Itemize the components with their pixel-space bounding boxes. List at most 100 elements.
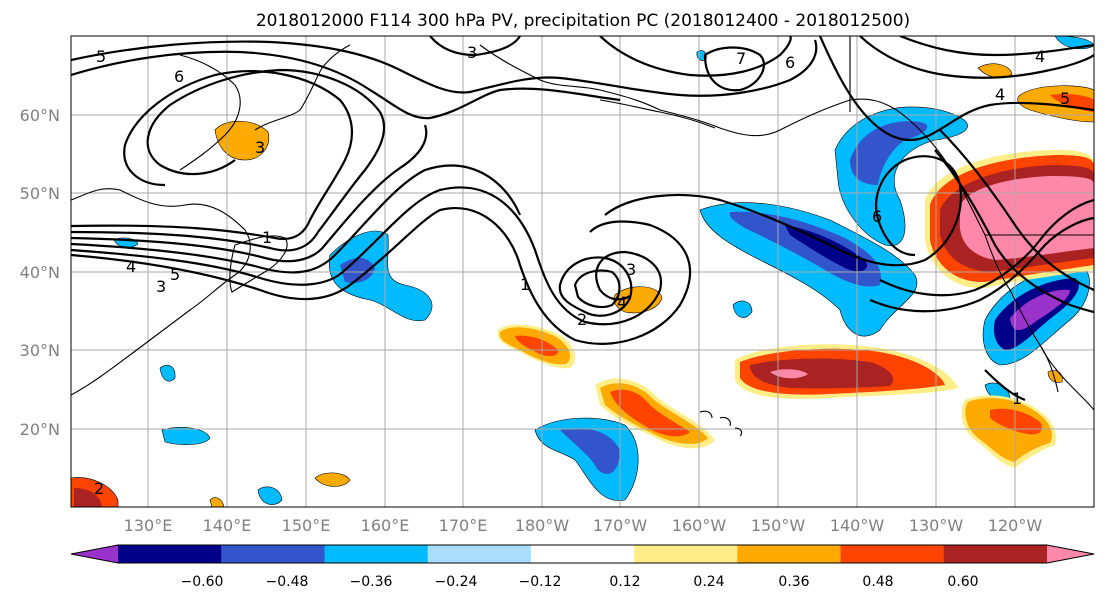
negative-small-3: [257, 486, 283, 505]
colorbar-ticks: −0.60 −0.48 −0.36 −0.24 −0.12 0.12 0.24 …: [181, 574, 979, 590]
longitude-labels: 130°E 140°E 150°E 160°E 170°E 180°W 170°…: [124, 516, 1043, 535]
lon-label: 130°W: [909, 516, 964, 535]
contour-label: 5: [170, 265, 180, 284]
pv-contour-18: [939, 129, 1094, 292]
negative-hawaii-core: [560, 428, 620, 474]
colorbar-segment: [634, 545, 738, 563]
contour-labels: 5 6 3 3 7 6 4 4 5 1 2 3 4 5 6 1 1 3 4 2: [94, 43, 1070, 498]
positive-southeast-red: [990, 408, 1042, 435]
lon-label: 140°E: [203, 516, 252, 535]
contour-label: 7: [736, 49, 746, 68]
positive-east-pacific-pink: [770, 369, 808, 379]
pv-contour-16: [859, 36, 1094, 79]
negative-small-1: [161, 427, 211, 445]
colorbar-tick-label: −0.12: [519, 574, 562, 590]
negative-alaska-core: [850, 121, 928, 185]
lon-label: 180°W: [515, 516, 570, 535]
colorbar-segment: [943, 545, 1048, 563]
lon-label: 160°W: [672, 516, 727, 535]
lon-label: 150°E: [282, 516, 331, 535]
colorbar-segment: [427, 545, 532, 563]
lat-label: 40°N: [20, 263, 60, 282]
pv-contour-5: [71, 68, 385, 252]
colorbar-segment: [118, 545, 222, 563]
lat-label: 60°N: [20, 106, 60, 125]
map-frame: [70, 35, 1095, 508]
colorbar-segment: [1047, 545, 1094, 563]
pv-contour-20: [879, 198, 1094, 297]
colorbar-segment: [737, 545, 842, 563]
pv-contours: [71, 36, 1094, 402]
pv-contour-8: [71, 39, 818, 97]
contour-label: 2: [577, 310, 587, 329]
contour-label: 5: [96, 47, 106, 66]
na-west-coast: [954, 174, 1094, 411]
pv-contour-22: [984, 369, 1026, 402]
contour-label: 4: [126, 257, 136, 276]
contour-label: 4: [995, 85, 1005, 104]
colorbar-tick-label: −0.24: [435, 574, 478, 590]
positive-southwest-red: [74, 488, 102, 507]
negative-small-2: [159, 365, 176, 382]
alaska-coast: [479, 44, 956, 176]
colorbar-tick-label: −0.48: [266, 574, 309, 590]
colorbar-segment: [840, 545, 945, 563]
positive-small-3: [209, 497, 225, 507]
positive-southeast-orange: [965, 398, 1052, 462]
negative-band-mid: [729, 211, 881, 287]
positive-east-pacific-red: [750, 358, 894, 389]
positive-small-1: [314, 472, 351, 487]
colorbar: [70, 544, 1095, 564]
hawaii-coast: [699, 410, 743, 437]
pv-contour-1: [71, 207, 692, 345]
colorbar-outline: [70, 544, 1095, 564]
pv-contour-4: [71, 124, 428, 263]
colorbar-tick-label: 0.36: [778, 574, 809, 590]
colorbar-segment: [71, 545, 118, 563]
pv-contour-14: [604, 155, 963, 267]
latitude-labels: 60°N 50°N 40°N 30°N 20°N: [20, 106, 60, 439]
contour-label: 3: [626, 260, 636, 279]
contour-label: 3: [255, 138, 265, 157]
contour-label: 2: [94, 479, 104, 498]
negative-band-core: [785, 225, 868, 272]
contour-label: 1: [520, 275, 530, 294]
contour-label: 4: [617, 293, 627, 312]
pv-contour-21: [869, 216, 1094, 313]
contour-label: 1: [1012, 389, 1022, 408]
lon-label: 150°W: [751, 516, 806, 535]
kamchatka-coast: [254, 44, 351, 131]
colorbar-tick-label: 0.60: [947, 574, 978, 590]
positive-central-red: [610, 389, 690, 437]
colorbar-segment: [530, 545, 635, 563]
contour-label: 5: [1060, 89, 1070, 108]
okhotsk-coast: [179, 54, 241, 171]
baja-coast: [1039, 344, 1059, 393]
pv-contour-10: [599, 36, 792, 77]
colorbar-tick-label: 0.24: [693, 574, 724, 590]
positive-west-coast-pink: [959, 176, 1094, 260]
gridlines: [71, 36, 1094, 507]
negative-hawaii-sw: [534, 417, 639, 501]
lon-label: 140°W: [830, 516, 885, 535]
pv-contour-2: [71, 186, 663, 326]
negative-japan-core: [340, 257, 375, 283]
lon-label: 160°E: [361, 516, 410, 535]
lon-label: 130°E: [124, 516, 173, 535]
positive-west-red: [515, 335, 559, 357]
pv-contour-3: [71, 164, 522, 274]
contour-label: 6: [785, 53, 795, 72]
pv-contour-7: [71, 50, 621, 120]
pv-contour-11: [703, 46, 765, 92]
pv-contour-6: [71, 70, 354, 240]
colorbar-tick-label: −0.60: [181, 574, 224, 590]
contour-label: 1: [262, 228, 272, 247]
contour-label: 6: [872, 207, 882, 226]
lat-label: 50°N: [20, 184, 60, 203]
lat-label: 30°N: [20, 341, 60, 360]
colorbar-segment: [324, 545, 429, 563]
contour-label: 4: [1035, 47, 1045, 66]
pv-contour-9: [429, 36, 521, 57]
pv-contour-19: [934, 149, 1094, 314]
